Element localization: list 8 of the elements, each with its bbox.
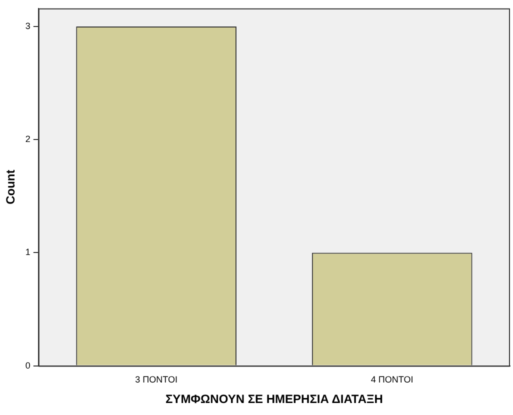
y-tick-label: 3	[25, 20, 30, 31]
x-tick-label: 4 ΠΟΝΤΟΙ	[370, 374, 414, 385]
y-tick-label: 2	[25, 134, 30, 144]
y-tick-label: 1	[25, 247, 30, 258]
y-tick-label: 0	[25, 360, 30, 370]
x-axis-title: ΣΥΜΦΩΝΟΥΝ ΣΕ ΗΜΕΡΗΣΙΑ ΔΙΑΤΑΞΗ	[165, 392, 383, 406]
x-tick-label: 3 ΠΟΝΤΟΙ	[135, 374, 178, 385]
y-axis-title: Count	[4, 170, 18, 204]
